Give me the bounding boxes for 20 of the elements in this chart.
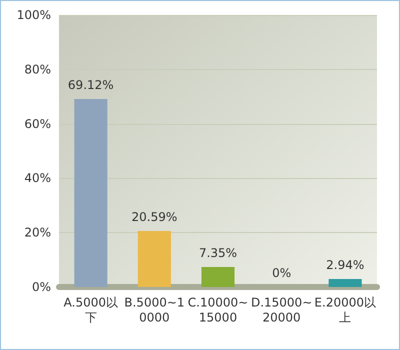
- data-label: 7.35%: [198, 246, 238, 260]
- bar: [74, 98, 108, 287]
- y-tick-label: 40%: [24, 171, 51, 186]
- x-tick-label: C.10000~15000: [188, 296, 248, 324]
- y-tick-label: 60%: [24, 116, 51, 131]
- data-label: 20.59%: [132, 210, 178, 224]
- data-label: 2.94%: [326, 258, 364, 272]
- bar: [201, 267, 235, 287]
- y-tick-label: 80%: [24, 62, 51, 76]
- x-tick-label: B.5000~10000: [124, 296, 185, 324]
- x-tick-label: A.5000以下: [64, 296, 118, 324]
- data-label: 0%: [272, 266, 292, 280]
- data-label: 69.12%: [68, 78, 114, 92]
- y-tick-label: 0%: [32, 280, 51, 294]
- y-tick-label: 100%: [16, 8, 51, 22]
- bar: [328, 279, 362, 287]
- x-tick-label: D.15000~20000: [250, 296, 312, 324]
- bar: [138, 230, 171, 287]
- y-tick-label: 20%: [24, 226, 51, 240]
- x-tick-label: E.20000以上: [314, 296, 376, 324]
